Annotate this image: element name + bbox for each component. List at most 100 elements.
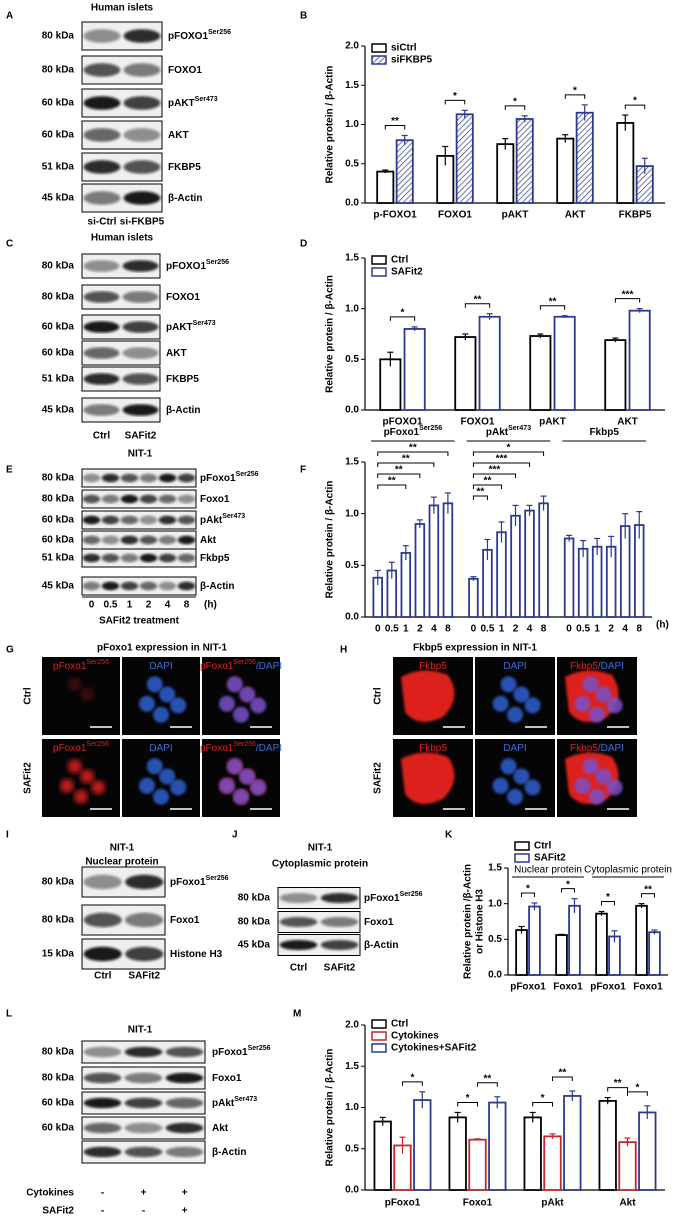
significance: ** <box>484 476 492 487</box>
nucleus <box>595 768 612 785</box>
y-tick-label: 0.5 <box>345 560 359 571</box>
blot-band <box>122 291 159 303</box>
y-axis-label: Relative protein / β-Actin <box>325 1049 336 1167</box>
y-axis-label: or Histone H3 <box>475 889 486 954</box>
blot-band <box>120 494 139 504</box>
bar <box>524 509 535 618</box>
bar <box>455 113 474 204</box>
sig-bracket <box>521 892 535 897</box>
protein-label-part: pFoxo1 <box>200 473 236 484</box>
bar <box>618 1141 637 1191</box>
group-label-part: Ser256 <box>419 425 442 432</box>
bar <box>563 537 575 618</box>
bar <box>395 139 414 204</box>
significance: *** <box>489 465 501 476</box>
bar <box>628 309 651 411</box>
blot-band <box>139 553 158 563</box>
bar <box>523 1116 542 1191</box>
protein-label: pFoxo1Ser256 <box>200 471 259 484</box>
y-tick-label: 1.5 <box>345 1061 359 1072</box>
blot-band <box>123 96 161 110</box>
blot-band <box>177 473 196 483</box>
significance: * <box>566 879 570 890</box>
x-tick-label: FKBP5 <box>619 210 652 221</box>
y-tick-label: 1.0 <box>488 898 502 909</box>
column-label: pFoxo1Ser256/DAPI <box>200 659 282 672</box>
sig-bracket <box>444 99 466 105</box>
nucleus <box>170 697 187 714</box>
blot-band <box>83 874 122 890</box>
blot-band <box>83 191 121 205</box>
protein-label-part: pAKT <box>168 98 195 109</box>
blot-band <box>101 473 120 483</box>
y-tick-label: 1.0 <box>345 508 359 519</box>
nucleus <box>153 788 169 805</box>
protein-label: Foxo1 <box>212 1073 242 1084</box>
blot-band <box>83 29 121 43</box>
blot-strip <box>81 576 197 596</box>
significance: * <box>526 884 530 895</box>
bar <box>403 328 426 411</box>
blot-band <box>139 473 158 483</box>
x-tick-label: pFoxo1 <box>590 982 626 993</box>
red-signal <box>59 778 74 793</box>
significance: * <box>507 443 511 454</box>
blot-title: Cytoplasmic protein <box>272 859 368 870</box>
blot-strip <box>81 510 197 530</box>
bar <box>616 122 635 204</box>
sig-bracket <box>539 305 566 310</box>
lane-label: si-Ctrl <box>88 217 117 228</box>
nucleus <box>239 768 256 785</box>
blot-title: Nuclear protein <box>85 857 158 868</box>
column-label-part: /DAPI <box>256 743 282 754</box>
lane-label: SAFit2 <box>125 431 157 442</box>
protein-label-part: pAKT <box>166 322 193 333</box>
legend-label: siFKBP5 <box>391 55 433 66</box>
blot-band <box>320 916 359 928</box>
bar <box>638 1111 657 1191</box>
lane-label: 4 <box>165 600 171 611</box>
legend-label: SAFit2 <box>534 853 566 864</box>
x-tick-label: 0 <box>566 624 572 635</box>
protein-label: pAKTSer473 <box>168 96 218 109</box>
kda-label: 45 kDa <box>42 193 75 204</box>
blot-band <box>83 912 122 928</box>
lane-label: 1 <box>127 600 133 611</box>
blot-band <box>124 1146 163 1158</box>
protein-label: FOXO1 <box>166 292 200 303</box>
protein-label: Histone H3 <box>170 949 223 960</box>
nucleus <box>138 777 155 794</box>
blot-band <box>83 63 121 77</box>
kda-label: 80 kDa <box>42 473 75 484</box>
significance: ** <box>549 296 557 307</box>
protein-label-part: β-Actin <box>166 405 200 416</box>
protein-label-part: AKT <box>168 130 189 141</box>
protein-label: pFOXO1Ser256 <box>168 29 231 42</box>
column-label-part: DAPI <box>149 743 172 754</box>
sig-bracket <box>472 495 488 500</box>
red-signal <box>80 687 95 702</box>
significance: ** <box>559 1068 567 1079</box>
protein-label-part: FOXO1 <box>168 65 202 76</box>
lane-label: SAFit2 <box>324 963 356 974</box>
row-label: Ctrl <box>373 687 384 704</box>
kda-label: 80 kDa <box>42 494 75 505</box>
bar <box>428 504 440 618</box>
sig-bracket <box>477 1082 498 1087</box>
protein-label-part: pFoxo1 <box>170 877 206 888</box>
significance: *** <box>496 454 508 465</box>
legend-swatch <box>371 1019 387 1029</box>
blot-title: NIT-1 <box>110 843 135 854</box>
blot-band <box>158 553 177 563</box>
column-label-part: Fkbp5 <box>570 661 598 672</box>
blot-band <box>83 347 120 359</box>
kda-label: 80 kDa <box>42 65 75 76</box>
bar <box>556 137 575 204</box>
lane-label: SAFit2 <box>128 971 160 982</box>
nucleus <box>606 779 623 796</box>
protein-label-part: Fkbp5 <box>200 553 230 564</box>
panel-letter: G <box>6 645 14 656</box>
bar <box>635 904 648 976</box>
x-tick-label: p-FOXO1 <box>373 210 417 221</box>
